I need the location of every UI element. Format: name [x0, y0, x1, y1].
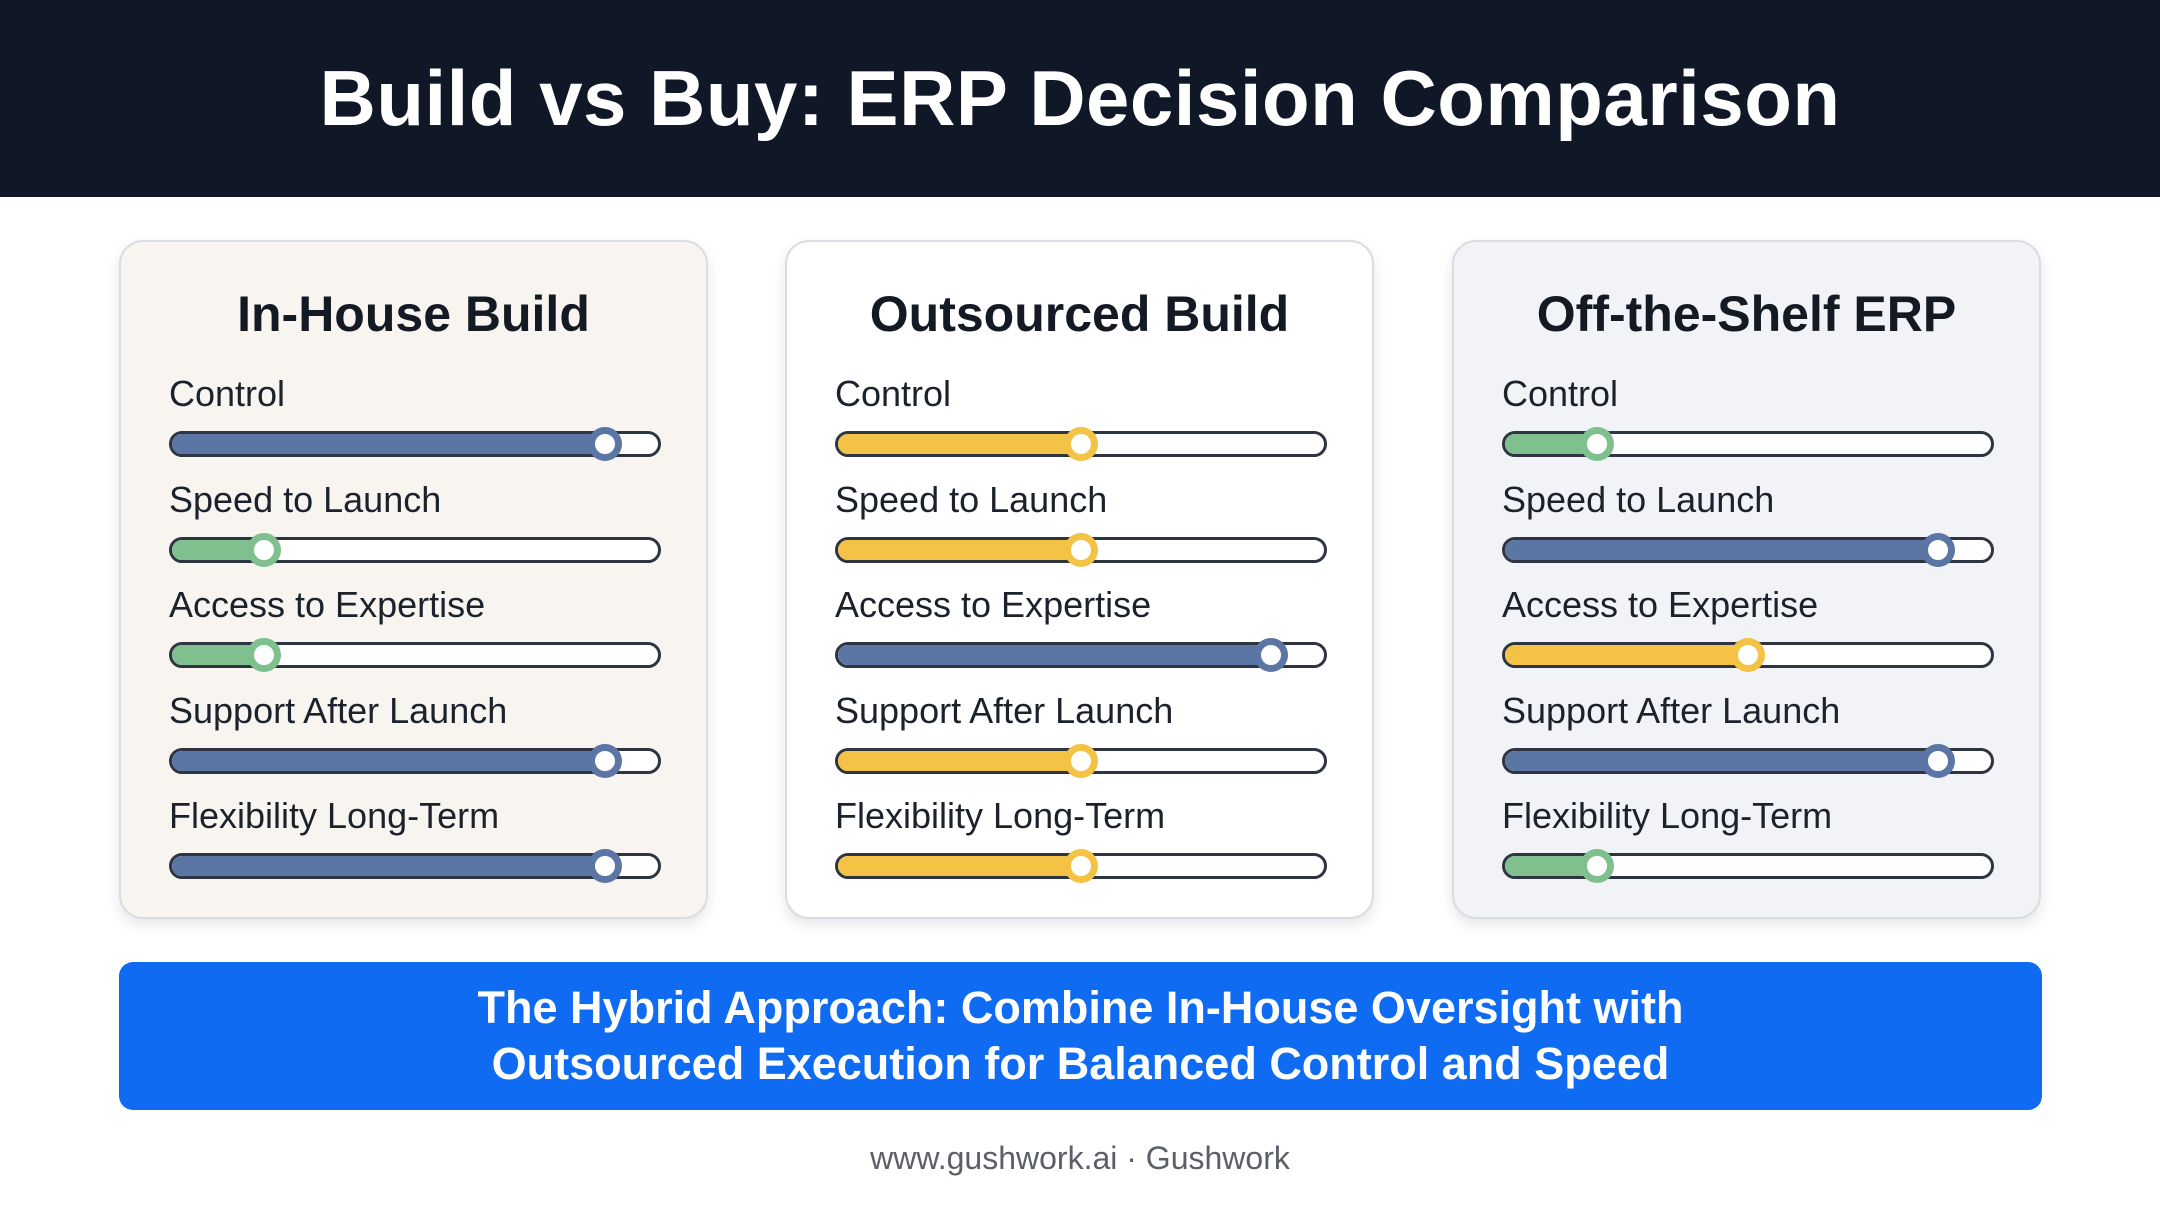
slider-fill: [1505, 856, 1598, 876]
slider-knob: [1920, 743, 1955, 778]
metric-label: Flexibility Long-Term: [835, 795, 1166, 836]
rating-slider: [835, 427, 1327, 461]
slider-knob: [1920, 532, 1955, 567]
slider-fill: [172, 645, 265, 665]
metric-row: Speed to Launch: [1502, 478, 1994, 584]
metric-label: Control: [835, 373, 952, 414]
metric-row: Flexibility Long-Term: [1502, 794, 1994, 900]
metric-row: Speed to Launch: [835, 478, 1327, 584]
slider-knob: [247, 532, 282, 567]
card-title: In-House Build: [237, 286, 590, 342]
rating-slider: [1502, 427, 1994, 461]
metric-row: Support After Launch: [169, 689, 661, 795]
card-outsourced-build: Outsourced Build Control Speed to Launch A…: [785, 240, 1374, 919]
metric-row: Control: [1502, 372, 1994, 478]
rating-slider: [169, 849, 661, 883]
rating-slider: [169, 532, 661, 567]
slider-knob: [1580, 849, 1615, 883]
metric-row: Speed to Launch: [169, 478, 661, 584]
metric-label: Access to Expertise: [1502, 584, 1819, 625]
metric-row: Control: [835, 372, 1327, 478]
metric-list: Control Speed to Launch Access to Expertis…: [169, 372, 661, 900]
header-bar: Build vs Buy: ERP Decision Comparison: [0, 0, 2160, 197]
rating-slider: [835, 849, 1327, 883]
slider-knob: [1064, 532, 1098, 567]
slider-fill: [1505, 434, 1598, 454]
slider-knob: [1064, 743, 1098, 778]
slider-knob: [587, 427, 622, 461]
slider-fill: [838, 856, 1081, 876]
slider-fill: [1505, 750, 1938, 771]
rating-slider: [1502, 743, 1994, 778]
rating-slider: [835, 532, 1327, 567]
rating-slider: [1502, 638, 1994, 672]
rating-slider: [169, 743, 661, 778]
slider-fill: [172, 434, 605, 454]
metric-list: Control Speed to Launch Access to Expertis…: [835, 372, 1327, 900]
slider-knob: [1731, 638, 1765, 672]
metric-label: Access to Expertise: [835, 584, 1152, 625]
metric-row: Support After Launch: [1502, 689, 1994, 795]
slider-fill: [172, 856, 605, 876]
metric-label: Control: [1502, 373, 1619, 414]
metric-label: Access to Expertise: [169, 584, 486, 625]
metric-row: Support After Launch: [835, 689, 1327, 795]
banner-line-2: Outsourced Execution for Balanced Contro…: [491, 1038, 1670, 1089]
metric-label: Flexibility Long-Term: [169, 795, 500, 836]
slider-knob: [1064, 849, 1098, 883]
slider-fill: [1505, 645, 1748, 665]
slider-knob: [587, 849, 622, 883]
metric-label: Support After Launch: [1502, 689, 1841, 731]
card-title: Off-the-Shelf ERP: [1536, 286, 1957, 342]
slider-fill: [172, 750, 605, 771]
slider-knob: [247, 638, 282, 672]
metric-row: Control: [169, 372, 661, 478]
card-off-the-shelf-erp: Off-the-Shelf ERP Control Speed to Launch…: [1452, 240, 2041, 919]
metric-row: Access to Expertise: [1502, 583, 1994, 689]
hybrid-approach-banner: The Hybrid Approach: Combine In-House Ov…: [119, 962, 2042, 1110]
slider-fill: [838, 750, 1081, 771]
slider-knob: [1253, 638, 1288, 672]
rating-slider: [169, 427, 661, 461]
metric-row: Access to Expertise: [835, 583, 1327, 689]
metric-label: Flexibility Long-Term: [1502, 795, 1833, 836]
rating-slider: [835, 743, 1327, 778]
slider-fill: [1505, 539, 1938, 560]
metric-label: Speed to Launch: [169, 478, 442, 520]
metric-row: Flexibility Long-Term: [835, 794, 1327, 900]
slider-fill: [838, 645, 1271, 665]
comparison-cards: In-House Build Control Speed to Launch Acc…: [119, 240, 2041, 919]
slider-fill: [838, 539, 1081, 560]
card-in-house-build: In-House Build Control Speed to Launch Acc…: [119, 240, 708, 919]
rating-slider: [1502, 849, 1994, 883]
metric-label: Control: [169, 373, 286, 414]
banner-line-1: The Hybrid Approach: Combine In-House Ov…: [477, 982, 1684, 1033]
slider-knob: [1064, 427, 1098, 461]
metric-list: Control Speed to Launch Access to Expertis…: [1502, 372, 1994, 900]
rating-slider: [835, 638, 1327, 672]
metric-label: Speed to Launch: [835, 478, 1108, 520]
page-title: Build vs Buy: ERP Decision Comparison: [319, 54, 1841, 142]
slider-knob: [1580, 427, 1615, 461]
slider-knob: [587, 743, 622, 778]
metric-label: Support After Launch: [169, 689, 508, 731]
metric-label: Speed to Launch: [1502, 478, 1775, 520]
slider-fill: [838, 434, 1081, 454]
metric-row: Flexibility Long-Term: [169, 794, 661, 900]
card-title: Outsourced Build: [869, 286, 1290, 342]
footer-credit: www.gushwork.ai · Gushwork: [870, 1140, 1290, 1176]
slider-fill: [172, 539, 265, 560]
metric-label: Support After Launch: [835, 689, 1174, 731]
rating-slider: [169, 638, 661, 672]
metric-row: Access to Expertise: [169, 583, 661, 689]
rating-slider: [1502, 532, 1994, 567]
